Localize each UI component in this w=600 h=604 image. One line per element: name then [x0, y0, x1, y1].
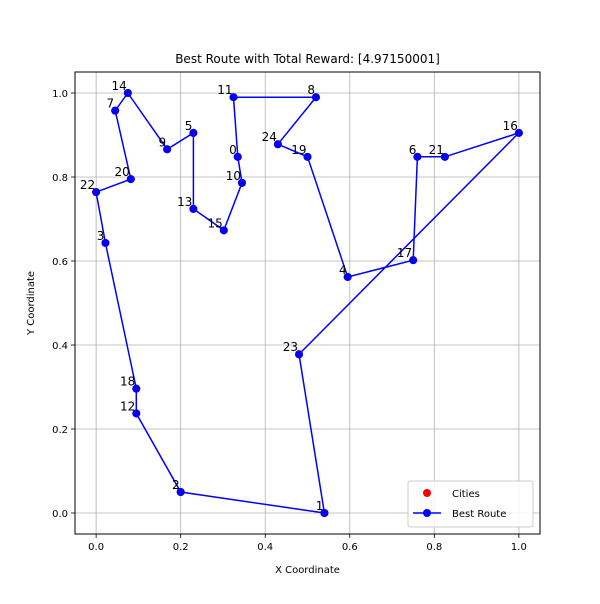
x-tick-label: 0.4	[257, 542, 273, 553]
y-tick-label: 1.0	[52, 89, 68, 100]
route-marker	[343, 272, 352, 281]
city-label: 20	[115, 165, 130, 179]
city-label: 13	[177, 195, 192, 209]
legend-box	[407, 480, 534, 528]
legend-route-label: Best Route	[452, 509, 506, 520]
city-label: 8	[307, 83, 315, 97]
city-points	[92, 89, 523, 517]
route-marker	[413, 152, 422, 161]
city-label: 12	[120, 399, 135, 413]
chart-title: Best Route with Total Reward: [4.9715000…	[175, 52, 440, 66]
y-tick-label: 0.0	[52, 509, 68, 520]
route-marker	[440, 152, 449, 161]
legend-cities-label: Cities	[452, 489, 480, 500]
city-label: 10	[226, 169, 241, 183]
y-tick-label: 0.4	[52, 341, 68, 352]
x-axis-label: X Coordinate	[275, 565, 340, 576]
city-label: 6	[409, 143, 417, 157]
city-label: 11	[217, 83, 232, 97]
route-marker	[189, 204, 198, 213]
route-marker	[237, 178, 246, 187]
city-label: 23	[283, 340, 298, 354]
legend-route-marker	[423, 509, 431, 517]
route-marker	[92, 188, 101, 197]
city-label: 16	[503, 119, 518, 133]
legend: Cities Best Route	[407, 480, 534, 528]
route-marker	[163, 145, 172, 154]
route-marker	[514, 128, 523, 137]
city-label: 1	[316, 499, 324, 513]
x-tick-label: 0.6	[342, 542, 358, 553]
grid-lines	[75, 72, 540, 534]
route-marker	[295, 350, 304, 359]
route-marker	[101, 238, 110, 247]
city-label: 2	[172, 478, 180, 492]
legend-cities-marker	[423, 489, 431, 497]
city-label: 21	[429, 143, 444, 157]
city-label: 3	[97, 229, 105, 243]
route-marker	[176, 488, 185, 496]
city-label: 0	[229, 143, 237, 157]
route-marker	[273, 140, 282, 149]
y-axis-label: Y Coordinate	[26, 271, 37, 336]
city-label: 15	[208, 216, 223, 230]
y-tick-label: 0.2	[52, 425, 68, 436]
route-marker	[320, 509, 329, 517]
x-tick-label: 0.2	[173, 542, 189, 553]
y-tick-label: 0.8	[52, 173, 68, 184]
route-marker	[126, 175, 135, 184]
route-layer	[95, 91, 520, 514]
route-marker	[111, 106, 120, 115]
city-label: 24	[262, 130, 277, 144]
route-marker	[132, 384, 141, 393]
route-marker	[132, 409, 141, 418]
city-label: 14	[112, 79, 127, 93]
route-marker	[303, 152, 312, 161]
city-label: 19	[291, 143, 306, 157]
city-label: 5	[185, 119, 193, 133]
city-label: 7	[107, 97, 115, 111]
city-label: 17	[397, 246, 412, 260]
route-marker	[219, 226, 228, 235]
x-tick-label: 1.0	[511, 542, 527, 553]
city-label: 9	[159, 135, 167, 149]
x-tick-label: 0.0	[88, 542, 104, 553]
y-axis-ticks: 0.0 0.2 0.4 0.6 0.8 1.0	[52, 89, 75, 520]
route-marker	[409, 256, 418, 265]
x-tick-label: 0.8	[426, 542, 442, 553]
x-axis-ticks: 0.0 0.2 0.4 0.6 0.8 1.0	[88, 534, 527, 553]
route-marker	[189, 128, 198, 137]
city-label: 18	[120, 375, 135, 389]
city-label: 22	[80, 178, 95, 192]
route-marker	[229, 93, 238, 102]
route-line	[95, 91, 520, 514]
plot-frame	[74, 71, 541, 535]
y-tick-label: 0.6	[52, 257, 68, 268]
route-marker	[233, 152, 242, 161]
route-marker	[123, 89, 132, 97]
route-marker	[311, 93, 320, 102]
city-label: 4	[339, 263, 347, 277]
